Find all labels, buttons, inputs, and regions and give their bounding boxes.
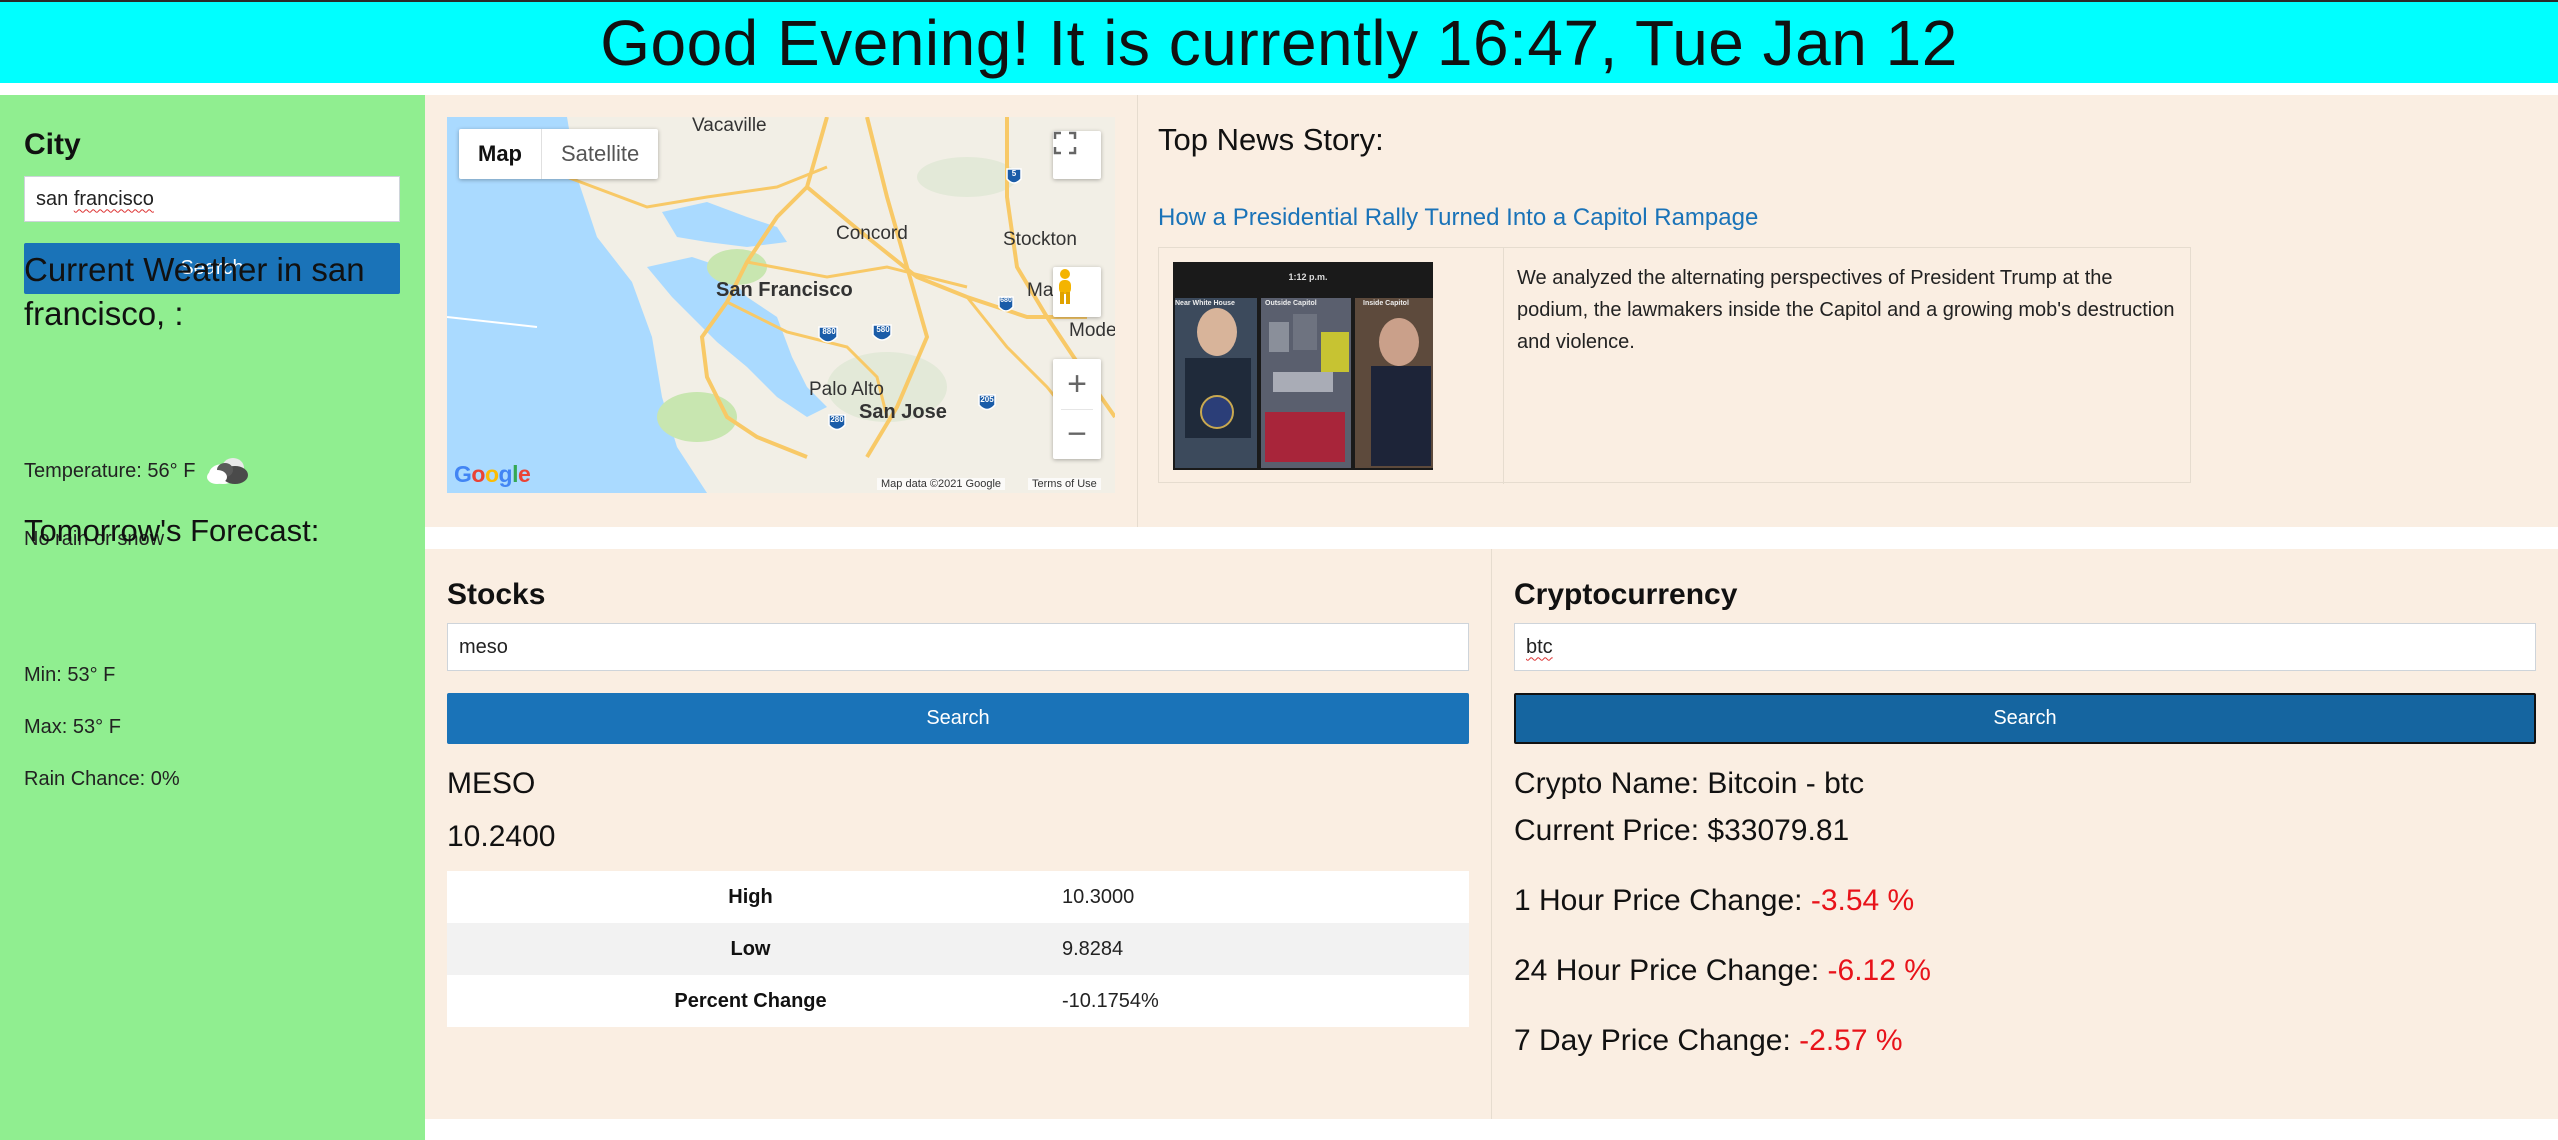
map-label-stockton: Stockton: [1003, 229, 1077, 250]
map-label-san-francisco: San Francisco: [716, 279, 853, 301]
city-input-value-part1: san: [36, 187, 74, 210]
crypto-change-1h-value: -3.54 %: [1810, 884, 1915, 917]
crypto-change-1h: 1 Hour Price Change: -3.54 %: [1514, 884, 1914, 918]
map-canvas: [447, 117, 1115, 493]
map-label-modesto: Mode: [1069, 320, 1115, 341]
crypto-change-7d-value: -2.57 %: [1799, 1024, 1903, 1057]
crypto-name: Crypto Name: Bitcoin - btc: [1514, 767, 1865, 800]
google-map[interactable]: Map Satellite Vacaville Concord Stockton…: [447, 117, 1115, 493]
table-row: High 10.3000: [447, 871, 1469, 923]
city-label: City: [24, 128, 81, 161]
news-image-label-left: Near White House: [1175, 300, 1235, 307]
news-card: 1:12 p.m. Near White House Outside Capit…: [1158, 247, 2191, 484]
stock-percent-change-label: Percent Change: [674, 989, 827, 1012]
news-image-label-mid: Outside Capitol: [1265, 300, 1317, 307]
zoom-in-icon[interactable]: +: [1067, 364, 1087, 403]
news-description: We analyzed the alternating perspectives…: [1517, 267, 2175, 353]
stocks-title: Stocks: [447, 578, 546, 611]
crypto-search-button[interactable]: Search: [1514, 693, 2536, 744]
crypto-change-24h-label: 24 Hour Price Change:: [1514, 954, 1828, 987]
table-row: Percent Change -10.1754%: [447, 975, 1469, 1027]
news-card-divider: [1503, 248, 1504, 484]
news-heading: Top News Story:: [1158, 122, 1384, 157]
stock-price: 10.2400: [447, 820, 556, 853]
forecast-title: Tomorrow's Forecast:: [24, 513, 320, 548]
crypto-symbol-input[interactable]: btc: [1514, 623, 2536, 671]
stock-symbol-input[interactable]: meso: [447, 623, 1469, 671]
forecast-min: Min: 53° F: [24, 664, 116, 686]
forecast-max: Max: 53° F: [24, 716, 121, 738]
crypto-current-price: Current Price: $33079.81: [1514, 814, 1850, 847]
news-headline-link[interactable]: How a Presidential Rally Turned Into a C…: [1158, 204, 1759, 231]
forecast-rain-chance: Rain Chance: 0%: [24, 768, 180, 790]
stock-low-value: 9.8284: [1062, 937, 1124, 960]
map-type-satellite[interactable]: Satellite: [541, 129, 658, 179]
stock-low-label: Low: [730, 937, 771, 960]
crypto-input-value: btc: [1526, 635, 1553, 658]
zoom-control: + −: [1053, 359, 1101, 459]
stock-ticker: MESO: [447, 767, 536, 800]
map-type-control: Map Satellite: [459, 129, 659, 179]
fullscreen-icon[interactable]: [1053, 131, 1101, 179]
news-image[interactable]: 1:12 p.m. Near White House Outside Capit…: [1173, 262, 1433, 470]
google-logo: Google: [454, 461, 531, 487]
stock-percent-change-value: -10.1754%: [1062, 989, 1159, 1012]
cloud-icon: [203, 452, 251, 493]
greeting-text: Good Evening! It is currently 16:47, Tue…: [600, 6, 1958, 79]
city-search-button[interactable]: Search: [24, 243, 400, 294]
crypto-change-7d: 7 Day Price Change: -2.57 %: [1514, 1024, 1903, 1058]
table-row: Low 9.8284: [447, 923, 1469, 975]
map-label-palo-alto: Palo Alto: [809, 379, 884, 400]
current-weather-title: Current Weather in san francisco, :: [24, 251, 365, 332]
crypto-change-7d-label: 7 Day Price Change:: [1514, 1024, 1800, 1057]
crypto-change-24h: 24 Hour Price Change: -6.12 %: [1514, 954, 1931, 988]
stock-high-value: 10.3000: [1062, 885, 1135, 908]
stock-high-label: High: [728, 885, 773, 908]
map-type-map[interactable]: Map: [478, 141, 522, 166]
city-input-value-part2: francisco: [73, 187, 154, 210]
precip-text: No rain or snow: [24, 528, 165, 550]
news-image-label-right: Inside Capitol: [1363, 300, 1409, 307]
street-view-pegman-icon[interactable]: [1053, 267, 1101, 317]
crypto-title: Cryptocurrency: [1514, 578, 1738, 611]
news-image-time: 1:12 p.m.: [1288, 272, 1328, 282]
crypto-change-1h-label: 1 Hour Price Change:: [1514, 884, 1811, 917]
crypto-change-24h-value: -6.12 %: [1827, 954, 1931, 987]
stock-details-table: High 10.3000 Low 9.8284 Percent Change -…: [447, 871, 1469, 1027]
map-label-san-jose: San Jose: [859, 401, 947, 423]
stock-search-button[interactable]: Search: [447, 693, 1469, 744]
map-label-vacaville: Vacaville: [692, 117, 767, 136]
map-label-concord: Concord: [836, 223, 908, 244]
greeting-header: Good Evening! It is currently 16:47, Tue…: [0, 0, 2558, 83]
map-data-attribution: Map data ©2021 Google: [877, 478, 1006, 490]
zoom-out-icon[interactable]: −: [1067, 415, 1087, 453]
temperature-text: Temperature: 56° F: [24, 460, 196, 482]
map-terms-link[interactable]: Terms of Use: [1028, 478, 1101, 490]
city-input[interactable]: san francisco: [24, 176, 400, 222]
